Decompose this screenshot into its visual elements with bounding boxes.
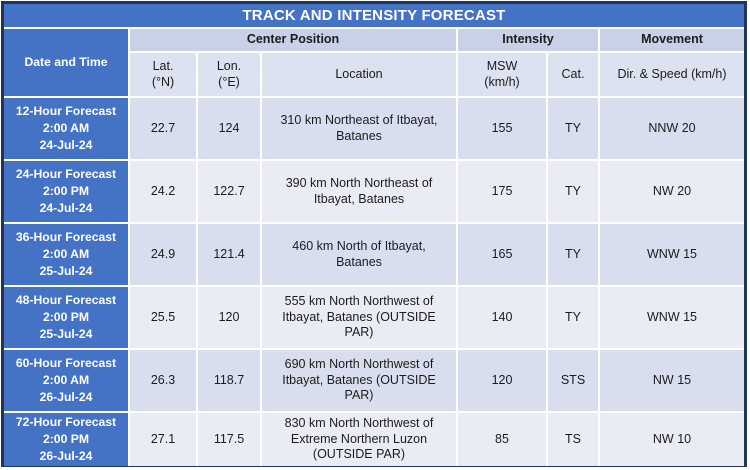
forecast-label: 72-Hour Forecast xyxy=(15,415,117,429)
lat-cell: 27.1 xyxy=(130,413,196,467)
forecast-period-cell: 72-Hour Forecast 2:00 PM 26-Jul-24 xyxy=(4,413,128,467)
header-group-center-position: Center Position xyxy=(130,29,456,51)
forecast-label: 12-Hour Forecast xyxy=(15,103,117,118)
category-cell: TY xyxy=(548,224,598,285)
msw-cell: 155 xyxy=(458,98,546,159)
forecast-label: 24-Hour Forecast xyxy=(15,166,117,181)
header-cat: Cat. xyxy=(548,53,598,96)
header-group-movement: Movement xyxy=(600,29,744,51)
forecast-period-cell: 12-Hour Forecast 2:00 AM 24-Jul-24 xyxy=(4,98,128,159)
msw-cell: 85 xyxy=(458,413,546,467)
header-msw-label: MSW xyxy=(486,58,518,73)
table-title: TRACK AND INTENSITY FORECAST xyxy=(4,4,744,27)
location-cell: 830 km North Northwest of Extreme Northe… xyxy=(262,413,456,467)
forecast-period-cell: 60-Hour Forecast 2:00 AM 26-Jul-24 xyxy=(4,350,128,411)
msw-cell: 120 xyxy=(458,350,546,411)
category-cell: TY xyxy=(548,287,598,348)
forecast-time: 2:00 AM xyxy=(42,246,90,261)
forecast-date: 26-Jul-24 xyxy=(39,449,93,464)
category-cell: TY xyxy=(548,98,598,159)
forecast-time: 2:00 PM xyxy=(42,432,90,447)
movement-cell: WNW 15 xyxy=(600,287,744,348)
category-cell: TY xyxy=(548,161,598,222)
msw-cell: 165 xyxy=(458,224,546,285)
forecast-date: 25-Jul-24 xyxy=(39,264,93,279)
location-cell: 555 km North Northwest of Itbayat, Batan… xyxy=(262,287,456,348)
category-cell: TS xyxy=(548,413,598,467)
movement-cell: NW 10 xyxy=(600,413,744,467)
header-msw: MSW (km/h) xyxy=(458,53,546,96)
movement-cell: WNW 15 xyxy=(600,224,744,285)
header-lon-unit: (°E) xyxy=(218,74,240,89)
forecast-label: 48-Hour Forecast xyxy=(15,292,117,307)
location-cell: 390 km North Northeast of Itbayat, Batan… xyxy=(262,161,456,222)
location-cell: 460 km North of Itbayat, Batanes xyxy=(262,224,456,285)
forecast-grid: Date and Time Center Position Intensity … xyxy=(4,29,744,467)
forecast-date: 26-Jul-24 xyxy=(39,390,93,405)
lon-cell: 118.7 xyxy=(198,350,260,411)
forecast-label: 60-Hour Forecast xyxy=(15,355,117,370)
forecast-period-cell: 24-Hour Forecast 2:00 PM 24-Jul-24 xyxy=(4,161,128,222)
lat-cell: 25.5 xyxy=(130,287,196,348)
forecast-period-cell: 36-Hour Forecast 2:00 AM 25-Jul-24 xyxy=(4,224,128,285)
header-location: Location xyxy=(262,53,456,96)
forecast-date: 24-Jul-24 xyxy=(39,138,93,153)
movement-cell: NW 20 xyxy=(600,161,744,222)
header-date-and-time: Date and Time xyxy=(4,29,128,96)
location-cell: 310 km Northeast of Itbayat, Batanes xyxy=(262,98,456,159)
forecast-time: 2:00 AM xyxy=(42,372,90,387)
forecast-period-cell: 48-Hour Forecast 2:00 PM 25-Jul-24 xyxy=(4,287,128,348)
lon-cell: 122.7 xyxy=(198,161,260,222)
lon-cell: 120 xyxy=(198,287,260,348)
location-cell: 690 km North Northwest of Itbayat, Batan… xyxy=(262,350,456,411)
lon-cell: 117.5 xyxy=(198,413,260,467)
forecast-time: 2:00 AM xyxy=(42,120,90,135)
lon-cell: 124 xyxy=(198,98,260,159)
lat-cell: 24.2 xyxy=(130,161,196,222)
forecast-date: 25-Jul-24 xyxy=(39,327,93,342)
forecast-time: 2:00 PM xyxy=(42,183,90,198)
movement-cell: NW 15 xyxy=(600,350,744,411)
header-lat-label: Lat. xyxy=(152,58,174,73)
header-msw-unit: (km/h) xyxy=(484,74,520,89)
category-cell: STS xyxy=(548,350,598,411)
header-lon-label: Lon. xyxy=(216,58,242,73)
header-lon: Lon. (°E) xyxy=(198,53,260,96)
lon-cell: 121.4 xyxy=(198,224,260,285)
lat-cell: 24.9 xyxy=(130,224,196,285)
header-lat-unit: (°N) xyxy=(151,74,175,89)
movement-cell: NNW 20 xyxy=(600,98,744,159)
forecast-label: 36-Hour Forecast xyxy=(15,229,117,244)
msw-cell: 175 xyxy=(458,161,546,222)
forecast-time: 2:00 PM xyxy=(42,309,90,324)
header-group-intensity: Intensity xyxy=(458,29,598,51)
forecast-date: 24-Jul-24 xyxy=(39,201,93,216)
lat-cell: 26.3 xyxy=(130,350,196,411)
header-lat: Lat. (°N) xyxy=(130,53,196,96)
msw-cell: 140 xyxy=(458,287,546,348)
header-dir-speed: Dir. & Speed (km/h) xyxy=(600,53,744,96)
lat-cell: 22.7 xyxy=(130,98,196,159)
